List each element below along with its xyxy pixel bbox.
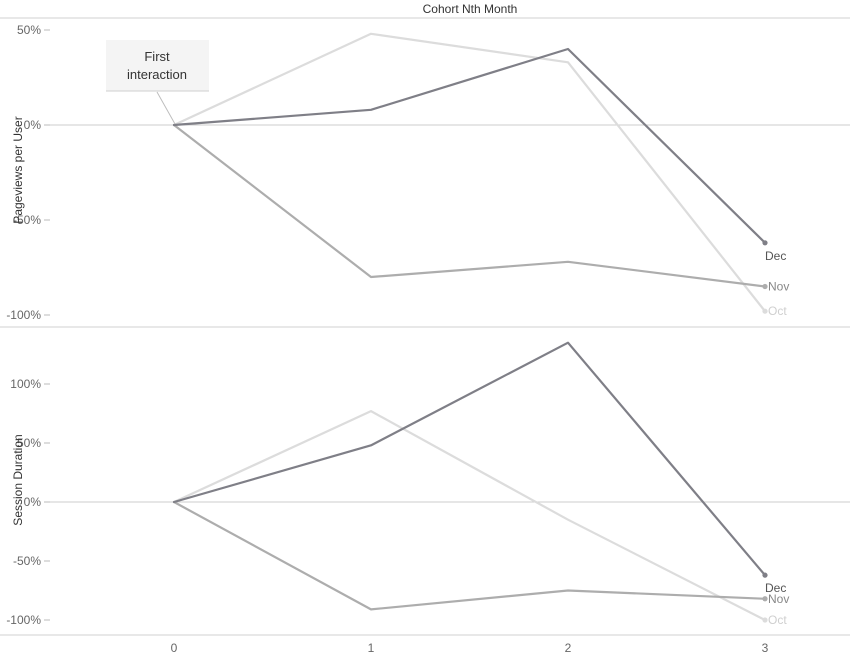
series-line-dec xyxy=(172,47,767,244)
y-tick-label: 100% xyxy=(10,377,41,391)
first-interaction-annotation: First interaction xyxy=(106,40,209,125)
series-end-point-oct xyxy=(762,308,768,314)
y-tick-label: 0% xyxy=(24,118,42,132)
y-tick-label: 50% xyxy=(17,436,41,450)
series-line-oct xyxy=(172,410,767,622)
series-line-oct xyxy=(172,32,767,313)
series-line-dec xyxy=(172,341,767,577)
series-end-point-dec xyxy=(762,572,768,578)
panel-1: 100% 50% 0% -50% -100% Session Duration Oct Nov… xyxy=(6,341,850,627)
y-axis-label: Session Duration xyxy=(11,434,25,525)
series-label-nov: Nov xyxy=(768,280,789,294)
y-tick-label: 0% xyxy=(24,495,42,509)
x-tick-label: 2 xyxy=(565,641,572,655)
chart-title: Cohort Nth Month xyxy=(423,2,518,16)
series-label-nov: Nov xyxy=(768,592,789,606)
x-tick-label: 0 xyxy=(171,641,178,655)
series-end-point-oct xyxy=(762,617,768,623)
y-tick-label: -50% xyxy=(13,554,41,568)
x-tick-label: 3 xyxy=(762,641,769,655)
series-label-dec: Dec xyxy=(765,581,786,595)
y-tick-label: -100% xyxy=(6,308,41,322)
series-end-point-nov xyxy=(762,283,768,290)
x-tick-label: 1 xyxy=(368,641,375,655)
series-line-nov xyxy=(172,123,767,288)
y-tick-label: -50% xyxy=(13,213,41,227)
series-end-point-dec xyxy=(762,240,768,246)
series-line-nov xyxy=(172,500,767,611)
series-label-oct: Oct xyxy=(768,304,787,318)
panel-0: 50% 0% -50% -100% Pageviews per User Oct Nov De… xyxy=(6,23,850,322)
series-label-dec: Dec xyxy=(765,249,786,263)
series-label-oct: Oct xyxy=(768,613,787,627)
series-end-point-nov xyxy=(762,596,768,602)
annotation-box xyxy=(106,40,209,91)
y-axis-label: Pageviews per User xyxy=(11,116,25,223)
annotation-line-2: interaction xyxy=(127,67,187,82)
annotation-pointer xyxy=(156,91,176,125)
y-tick-label: 50% xyxy=(17,23,41,37)
y-tick-label: -100% xyxy=(6,613,41,627)
annotation-line-1: First xyxy=(144,49,170,64)
